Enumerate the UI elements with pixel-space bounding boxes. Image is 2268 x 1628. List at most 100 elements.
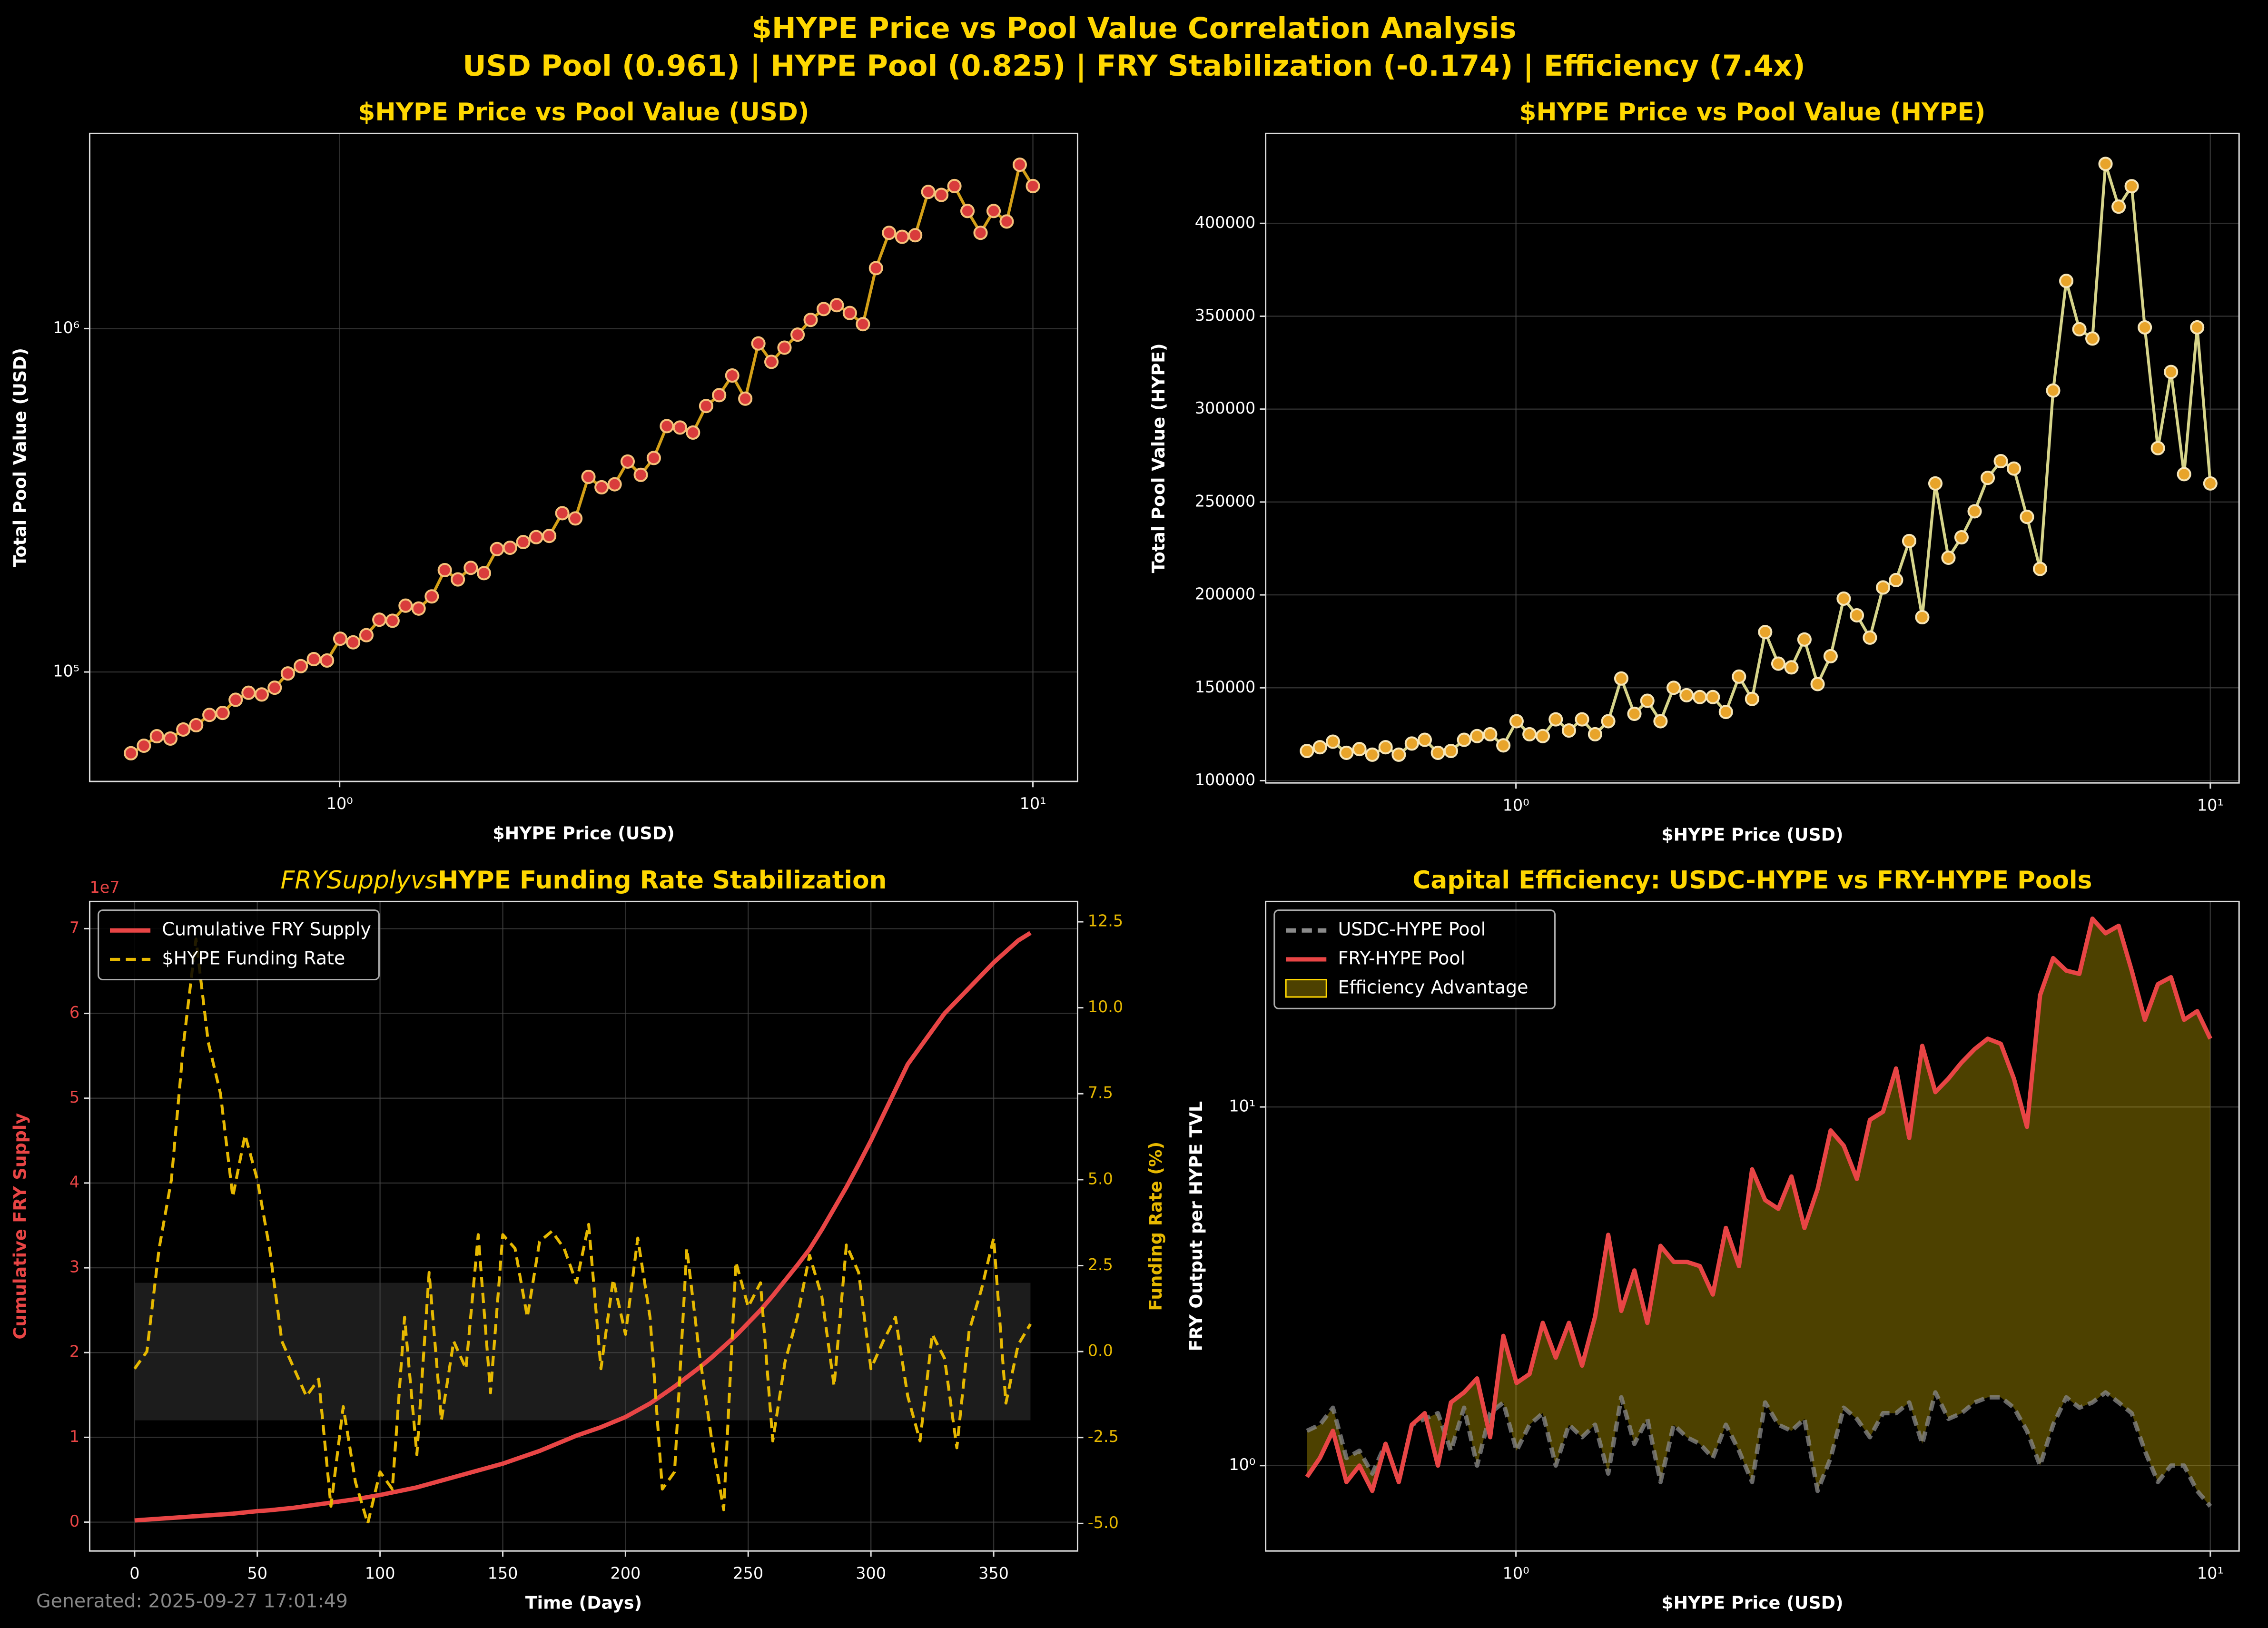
x-axis-label: $HYPE Price (USD) xyxy=(1661,825,1843,845)
plot-frame xyxy=(1265,132,2240,784)
data-point xyxy=(1352,742,1367,757)
data-point xyxy=(1745,691,1759,706)
data-point xyxy=(320,653,335,668)
data-point xyxy=(686,425,700,440)
data-point xyxy=(1430,745,1445,760)
data-point xyxy=(751,336,766,351)
data-point xyxy=(1928,476,1943,491)
data-point xyxy=(882,226,897,240)
data-point xyxy=(1339,745,1354,760)
data-point xyxy=(633,467,648,482)
x-tick-label: 150 xyxy=(488,1564,518,1582)
data-point xyxy=(594,480,609,495)
y-tick-label: 400000 xyxy=(1195,213,1256,232)
y2-axis-label: Funding Rate (%) xyxy=(1145,1142,1166,1311)
data-point xyxy=(803,313,818,327)
subplot-title: $HYPE Price vs Pool Value (HYPE) xyxy=(1519,98,1985,127)
x-tick-label: 50 xyxy=(247,1564,267,1582)
x-tick-label: 100 xyxy=(365,1564,395,1582)
y-tick-label: 350000 xyxy=(1195,306,1256,325)
legend-swatch xyxy=(1285,979,1327,998)
data-point xyxy=(1849,608,1864,623)
data-point xyxy=(529,530,543,544)
title-text: Capital Efficiency: USDC-HYPE vs FRY-HYP… xyxy=(1412,866,2092,895)
data-point xyxy=(267,681,282,695)
data-point xyxy=(738,391,753,406)
data-point xyxy=(1706,690,1720,704)
data-point xyxy=(2020,510,2034,524)
data-point xyxy=(1443,743,1459,759)
data-point xyxy=(1967,504,1982,519)
y2-tick-label: 10.0 xyxy=(1088,997,1123,1016)
data-point xyxy=(1915,610,1930,624)
y-tick-label: 3 xyxy=(69,1258,79,1276)
y-tick-label: 10⁵ xyxy=(53,662,79,681)
data-point xyxy=(646,451,661,465)
data-point xyxy=(1496,738,1511,753)
data-point xyxy=(895,229,909,244)
plot-area xyxy=(1265,133,2239,783)
legend-label: FRY-HYPE Pool xyxy=(1338,947,1466,968)
data-point xyxy=(1365,747,1380,762)
plot-area xyxy=(89,133,1078,782)
data-point xyxy=(137,738,151,753)
data-point xyxy=(960,204,975,218)
data-point xyxy=(568,511,583,526)
x-tick-label: 10⁰ xyxy=(326,794,353,813)
data-point xyxy=(1575,712,1589,727)
data-point xyxy=(1601,714,1616,729)
data-point xyxy=(215,706,230,720)
y-tick-label: 10¹ xyxy=(1229,1097,1255,1115)
figure-subtitle: USD Pool (0.961) | HYPE Pool (0.825) | F… xyxy=(463,49,1805,83)
data-point xyxy=(1588,727,1602,741)
data-point xyxy=(581,469,596,484)
y-tick-label: 250000 xyxy=(1195,492,1256,510)
data-point xyxy=(1509,714,1524,729)
data-point xyxy=(1325,734,1341,749)
y2-tick-label: -2.5 xyxy=(1088,1427,1119,1446)
x-axis-label: Time (Days) xyxy=(525,1593,642,1613)
data-point xyxy=(1300,743,1314,759)
data-point xyxy=(476,566,492,581)
data-point xyxy=(790,327,805,342)
data-point xyxy=(2032,562,2048,576)
data-point xyxy=(241,685,256,700)
data-point xyxy=(607,477,622,492)
data-point xyxy=(672,420,687,435)
y-tick-label: 0 xyxy=(69,1512,79,1530)
y2-tick-label: 7.5 xyxy=(1088,1084,1113,1102)
data-point xyxy=(437,562,452,578)
data-point xyxy=(1980,471,1995,485)
data-point xyxy=(398,598,413,613)
data-point xyxy=(934,187,949,202)
data-point xyxy=(163,731,178,746)
data-point xyxy=(451,572,465,587)
plot-frame xyxy=(89,132,1078,782)
data-point xyxy=(868,261,883,276)
data-point xyxy=(764,355,779,369)
y-tick-label: 10⁰ xyxy=(1229,1455,1255,1474)
data-point xyxy=(176,722,191,737)
data-point xyxy=(777,340,792,355)
data-point xyxy=(973,226,988,240)
title-text: $HYPE Price vs Pool Value (USD) xyxy=(358,98,809,127)
data-point xyxy=(1693,690,1707,704)
data-point xyxy=(908,228,923,243)
y-tick-label: 10⁶ xyxy=(53,318,79,337)
data-point xyxy=(385,613,400,628)
data-point xyxy=(1548,712,1563,727)
data-point xyxy=(947,178,962,194)
data-point xyxy=(1954,530,1969,545)
data-point xyxy=(856,317,870,332)
data-point xyxy=(1469,729,1484,743)
data-point xyxy=(424,589,439,604)
data-point xyxy=(1614,671,1629,686)
data-point xyxy=(1417,732,1432,747)
data-point xyxy=(555,506,570,521)
data-point xyxy=(921,185,936,199)
data-point xyxy=(1561,723,1576,738)
x-tick-label: 10¹ xyxy=(2197,796,2224,814)
x-tick-label: 300 xyxy=(856,1564,886,1582)
stability-band xyxy=(134,1283,1031,1421)
